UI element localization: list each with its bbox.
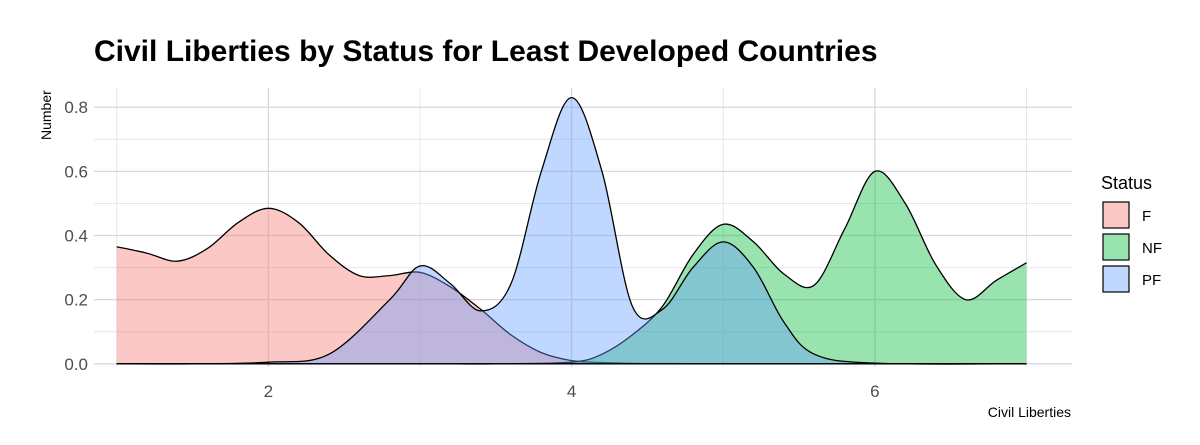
x-axis-ticks: 2 4 6 xyxy=(264,382,880,401)
density-areas xyxy=(116,96,1027,365)
density-line-pf xyxy=(116,96,1027,365)
legend-swatch xyxy=(1102,201,1130,229)
y-axis-title: Number xyxy=(38,90,54,140)
x-tick-label: 2 xyxy=(264,382,273,401)
y-tick-label: 0.6 xyxy=(64,162,88,181)
chart-title: Civil Liberties by Status for Least Deve… xyxy=(94,35,878,68)
legend-item-pf: PF xyxy=(1102,265,1161,293)
y-tick-label: 0.4 xyxy=(64,227,88,246)
grid xyxy=(94,88,1072,367)
legend: F NF PF xyxy=(1102,201,1162,293)
legend-label: PF xyxy=(1142,272,1161,289)
legend-title: Status xyxy=(1101,173,1152,193)
x-tick-label: 6 xyxy=(870,382,879,401)
density-area-nf xyxy=(116,170,1027,364)
x-axis-title: Civil Liberties xyxy=(988,404,1071,420)
legend-key-bg xyxy=(1102,233,1130,261)
y-axis-ticks: 0.0 0.2 0.4 0.6 0.8 xyxy=(64,98,88,374)
legend-item-f: F xyxy=(1102,201,1151,229)
y-tick-label: 0.2 xyxy=(64,291,88,310)
y-tick-label: 0.0 xyxy=(64,355,88,374)
y-tick-label: 0.8 xyxy=(64,98,88,117)
x-tick-label: 4 xyxy=(567,382,576,401)
legend-swatch xyxy=(1102,233,1130,261)
legend-item-nf: NF xyxy=(1102,233,1162,261)
legend-label: F xyxy=(1142,208,1151,225)
legend-swatch xyxy=(1102,265,1130,293)
legend-key-bg xyxy=(1102,265,1130,293)
legend-label: NF xyxy=(1142,240,1162,257)
legend-key-bg xyxy=(1102,201,1130,229)
density-area-pf xyxy=(116,97,1027,365)
density-area-f xyxy=(116,208,1027,364)
